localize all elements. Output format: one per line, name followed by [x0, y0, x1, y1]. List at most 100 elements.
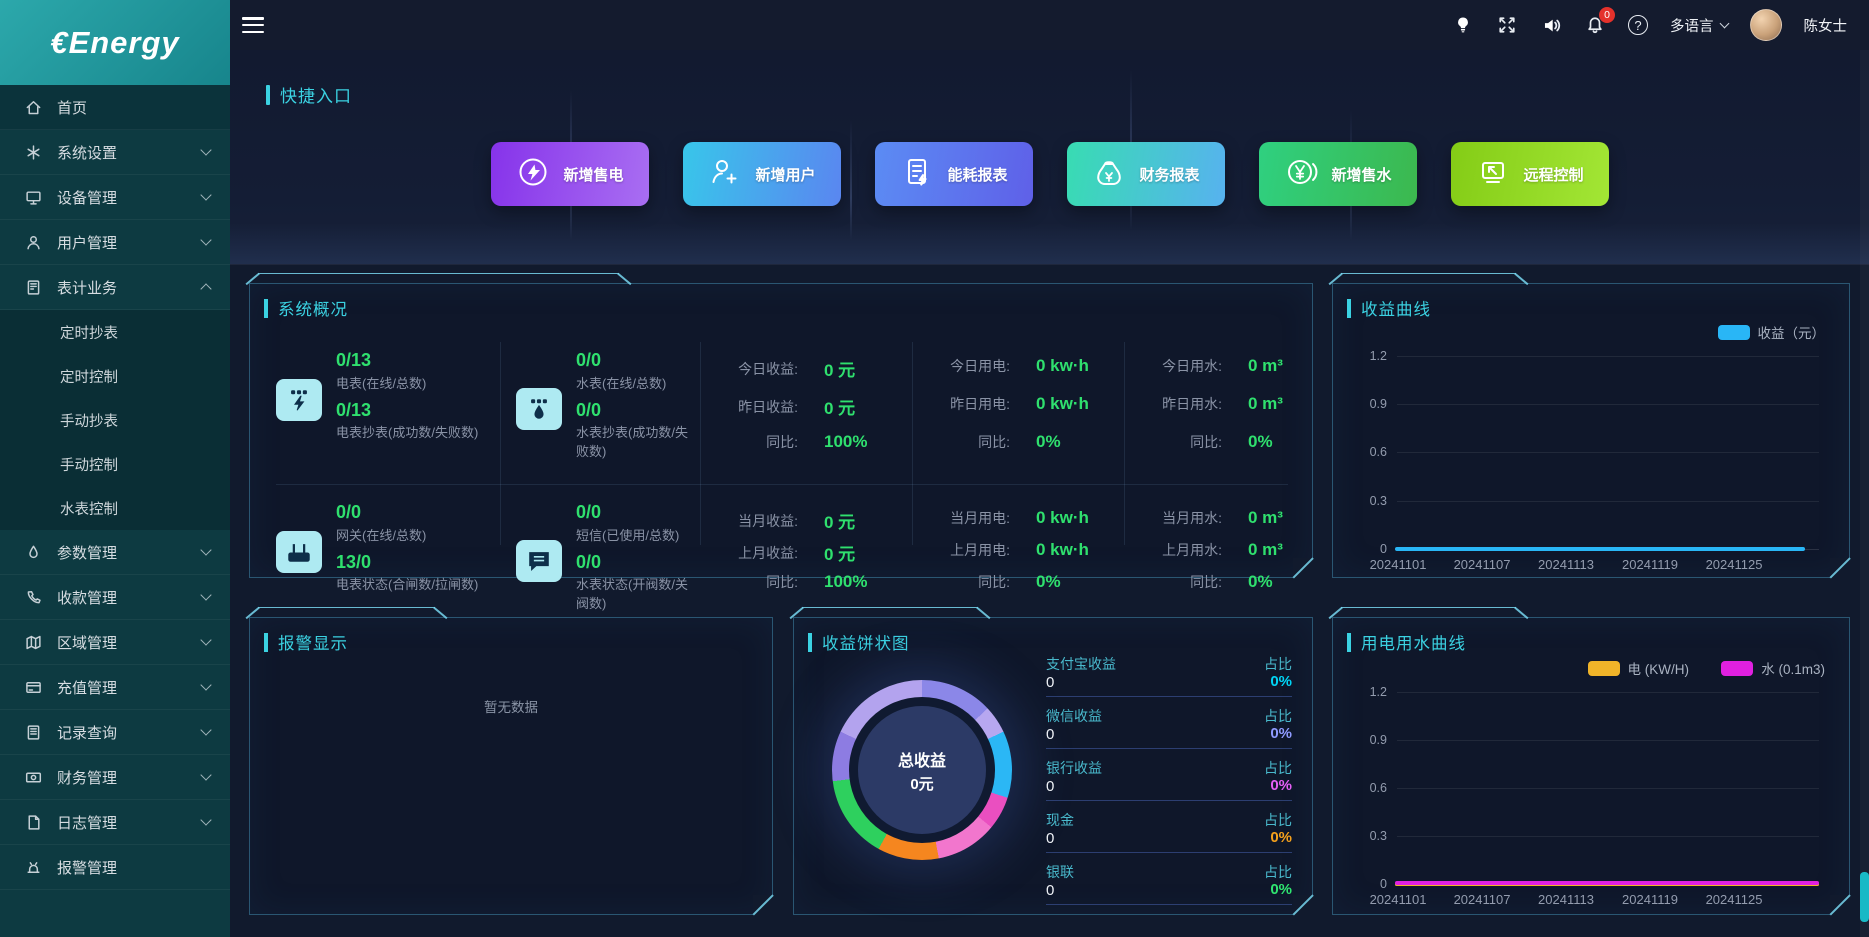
add-user-button[interactable]: 新增用户 — [682, 142, 841, 206]
panel-title-text: 系统概况 — [278, 301, 348, 319]
language-dropdown[interactable]: 多语言 — [1670, 15, 1729, 36]
stat-card-sms: 0/0 短信(已使用/总数) 0/0 水表状态(开阀数/关阀数) — [516, 502, 696, 620]
stat-label: 同比: — [766, 434, 798, 450]
hamburger-menu-icon[interactable] — [242, 17, 264, 33]
y-axis-tick: 1.2 — [1369, 349, 1387, 363]
sidebar-item-label: 定时抄表 — [60, 325, 118, 342]
lightbulb-icon[interactable] — [1452, 14, 1474, 36]
panel-corner-decoration — [753, 895, 773, 915]
stat-value: 100% — [824, 572, 868, 591]
panel-title: 收益饼状图 — [808, 630, 910, 654]
legend-swatch — [1721, 660, 1754, 676]
stat-value: 0 kw·h — [1036, 540, 1089, 559]
chevron-down-icon — [200, 679, 212, 691]
y-axis-tick: 0.6 — [1369, 781, 1387, 795]
sidebar-item-system-settings[interactable]: 系统设置 — [0, 130, 230, 175]
vertical-scrollbar[interactable] — [1860, 50, 1869, 937]
help-icon[interactable]: ? — [1628, 15, 1648, 35]
usage-legend-electric[interactable]: 电 (KW/H) — [1587, 658, 1689, 678]
panel-revenue-pie: 收益饼状图 总收益 0元 支付宝收益 占比 0 0% 微信收益 占比 — [793, 607, 1313, 915]
remote-control-button[interactable]: 远程控制 — [1450, 142, 1609, 206]
x-axis-tick: 20241125 — [1705, 892, 1763, 907]
sidebar-item-manual-reading[interactable]: 手动抄表 — [0, 398, 230, 442]
y-axis-tick: 0.3 — [1369, 829, 1387, 843]
stat-card-electric-meter: 0/13 电表(在线/总数) 0/13 电表抄表(成功数/失败数) — [276, 350, 486, 449]
finance-report-button[interactable]: 财务报表 — [1066, 142, 1225, 206]
stat-column-revenue: 今日收益: 0 元 昨日收益: 0 元 同比: 100% 当月收益: 0 元 上月收益:… — [712, 332, 912, 592]
sidebar-item-params-mgmt[interactable]: 参数管理 — [0, 530, 230, 575]
speaker-icon[interactable] — [1540, 14, 1562, 36]
sidebar-item-region-mgmt[interactable]: 区域管理 — [0, 620, 230, 665]
file-icon — [24, 813, 42, 831]
stat-value: 0/0 — [576, 350, 602, 370]
quick-entry-buttons: 新增售电 新增用户 能耗报表 财务报表 新增售水 远程控制 — [230, 142, 1869, 206]
chevron-down-icon — [200, 724, 212, 736]
sidebar-item-log-mgmt[interactable]: 日志管理 — [0, 800, 230, 845]
scrollbar-thumb[interactable] — [1860, 872, 1869, 922]
revenue-donut-chart: 总收益 0元 — [832, 680, 1012, 860]
y-axis-tick: 0.3 — [1369, 494, 1387, 508]
divider — [500, 342, 501, 545]
ratio-label: 占比 — [1264, 864, 1292, 880]
stat-label: 短信(已使用/总数) — [576, 527, 680, 543]
list-item-value: 0 — [1046, 882, 1055, 899]
sms-message-icon — [516, 540, 562, 583]
stat-value: 0% — [1248, 572, 1273, 591]
sidebar-item-meter-business[interactable]: 表计业务 — [0, 265, 230, 310]
gridline — [1397, 692, 1819, 693]
yen-coin-icon — [1283, 154, 1319, 195]
gridline — [1397, 452, 1819, 453]
sidebar-item-user-mgmt[interactable]: 用户管理 — [0, 220, 230, 265]
sidebar-item-finance-mgmt[interactable]: 财务管理 — [0, 755, 230, 800]
gridline — [1397, 740, 1819, 741]
sidebar-item-manual-control[interactable]: 手动控制 — [0, 442, 230, 486]
stat-label: 今日用电: — [950, 358, 1010, 374]
x-axis-tick: 20241119 — [1622, 557, 1678, 572]
list-item-name: 现金 — [1046, 812, 1074, 828]
panel-frame-decoration — [802, 607, 979, 618]
stat-label: 同比: — [978, 434, 1010, 450]
sidebar-item-label: 记录查询 — [57, 724, 118, 742]
legend-label: 水 (0.1m3) — [1761, 662, 1825, 677]
list-item-percent: 0% — [1270, 881, 1292, 898]
sidebar-item-timed-reading[interactable]: 定时抄表 — [0, 310, 230, 354]
add-water-sale-button[interactable]: 新增售水 — [1258, 142, 1417, 206]
stat-card-gateway: 0/0 网关(在线/总数) 13/0 电表状态(合闸数/拉闸数) — [276, 502, 486, 601]
avatar[interactable] — [1749, 9, 1782, 41]
sidebar-item-alarm-mgmt[interactable]: 报警管理 — [0, 845, 230, 890]
legend-label: 收益（元） — [1757, 326, 1826, 341]
sidebar-item-recharge-mgmt[interactable]: 充值管理 — [0, 665, 230, 710]
fullscreen-icon[interactable] — [1496, 14, 1518, 36]
app-logo: €Energy — [0, 0, 230, 85]
usage-legend-water[interactable]: 水 (0.1m3) — [1721, 658, 1825, 678]
sidebar-item-timed-control[interactable]: 定时控制 — [0, 354, 230, 398]
energy-report-button[interactable]: 能耗报表 — [874, 142, 1033, 206]
donut-center-value: 0元 — [910, 775, 934, 793]
list-item-value: 0 — [1046, 830, 1055, 847]
stat-value: 0% — [1036, 572, 1061, 591]
banknote-icon — [24, 768, 42, 786]
ratio-label: 占比 — [1264, 812, 1292, 828]
sidebar-item-water-meter-control[interactable]: 水表控制 — [0, 486, 230, 530]
panel-title: 收益曲线 — [1347, 296, 1431, 320]
chevron-down-icon — [200, 589, 212, 601]
revenue-series-line — [1395, 547, 1805, 551]
username[interactable]: 陈女士 — [1803, 18, 1848, 35]
ratio-label: 占比 — [1264, 760, 1292, 776]
add-electric-sale-button[interactable]: 新增售电 — [490, 142, 649, 206]
language-label: 多语言 — [1670, 18, 1714, 35]
electric-meter-icon — [276, 378, 322, 421]
sidebar-item-record-query[interactable]: 记录查询 — [0, 710, 230, 755]
stat-label: 电表(在线/总数) — [336, 375, 427, 391]
legend-swatch — [1587, 660, 1620, 676]
panel-title: 用电用水曲线 — [1347, 630, 1466, 654]
sidebar-item-collection-mgmt[interactable]: 收款管理 — [0, 575, 230, 620]
sidebar-item-device-mgmt[interactable]: 设备管理 — [0, 175, 230, 220]
x-axis-tick: 20241107 — [1453, 892, 1511, 907]
gridline — [1397, 404, 1819, 405]
revenue-legend[interactable]: 收益（元） — [1717, 322, 1826, 342]
stat-label: 上月收益: — [738, 544, 798, 561]
bell-icon[interactable]: 0 — [1584, 7, 1615, 36]
sidebar-item-home[interactable]: 首页 — [0, 85, 230, 130]
stat-label: 同比: — [978, 574, 1010, 590]
